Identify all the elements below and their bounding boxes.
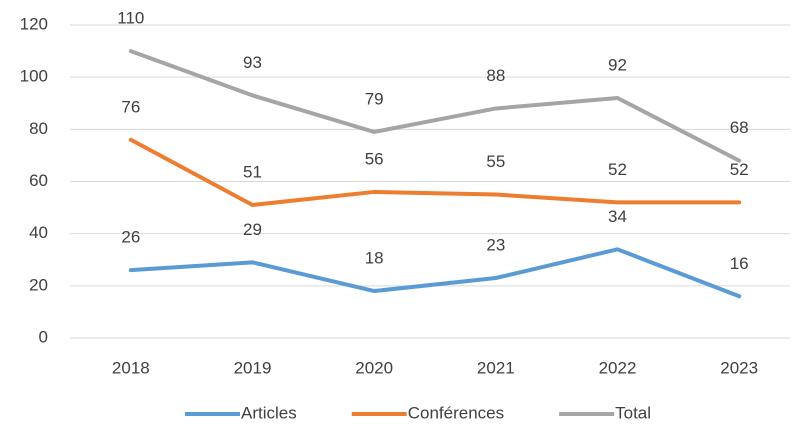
x-tick-label: 2021 <box>477 358 515 377</box>
y-tick-label: 100 <box>20 67 48 86</box>
data-label: 26 <box>121 228 140 247</box>
data-label: 56 <box>365 149 384 168</box>
series-line <box>128 247 742 299</box>
data-label: 34 <box>608 207 627 226</box>
x-tick-label: 2019 <box>234 358 272 377</box>
data-label: 55 <box>486 152 505 171</box>
y-tick-label: 0 <box>39 327 48 346</box>
data-label: 68 <box>730 118 749 137</box>
x-tick-label: 2023 <box>720 358 758 377</box>
y-tick-label: 40 <box>29 223 48 242</box>
data-label: 16 <box>730 254 749 273</box>
series-line <box>128 49 742 163</box>
legend-label: Conférences <box>408 403 504 422</box>
x-tick-label: 2020 <box>355 358 393 377</box>
x-tick-label: 2022 <box>599 358 637 377</box>
data-label: 52 <box>608 160 627 179</box>
data-label: 88 <box>486 66 505 85</box>
series-line <box>128 137 742 207</box>
data-label: 51 <box>243 162 262 181</box>
data-label: 29 <box>243 220 262 239</box>
data-label: 23 <box>486 235 505 254</box>
data-label: 92 <box>608 56 627 75</box>
data-label: 18 <box>365 249 384 268</box>
y-tick-label: 60 <box>29 171 48 190</box>
y-tick-label: 120 <box>20 14 48 33</box>
data-label: 110 <box>117 9 144 28</box>
data-label: 79 <box>365 89 384 108</box>
data-label: 93 <box>243 53 262 72</box>
legend-label: Total <box>615 403 651 422</box>
y-tick-label: 80 <box>29 119 48 138</box>
x-tick-label: 2018 <box>112 358 150 377</box>
data-label: 52 <box>730 160 749 179</box>
legend-label: Articles <box>241 403 297 422</box>
y-tick-label: 20 <box>29 275 48 294</box>
data-label: 76 <box>121 97 140 116</box>
